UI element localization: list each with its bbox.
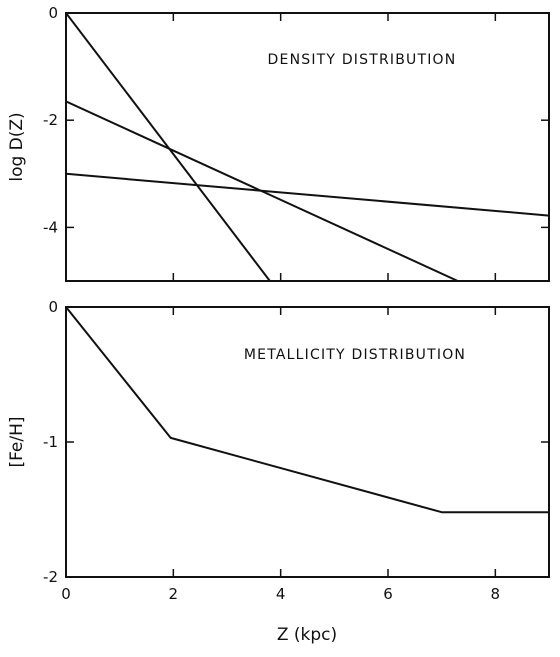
series-line-1: [66, 307, 549, 514]
x-tick-label: 4: [276, 585, 286, 603]
x-tick-label: 6: [383, 585, 393, 603]
x-axis-title: Z (kpc): [277, 625, 337, 645]
y-axis-title: log D(Z): [7, 112, 27, 181]
series-line-1: [66, 13, 271, 281]
x-tick-label: 8: [491, 585, 501, 603]
series-line-3: [66, 172, 549, 217]
panel-title: DENSITY DISTRIBUTION: [268, 52, 457, 68]
y-axis-title: [Fe/H]: [7, 416, 27, 467]
y-tick-label: -2: [43, 111, 58, 129]
panel-title: METALLICITY DISTRIBUTION: [244, 347, 466, 363]
y-tick-label: -2: [43, 568, 58, 586]
y-tick-label: 0: [48, 4, 58, 22]
x-tick-label: 2: [169, 585, 179, 603]
y-tick-label: -1: [43, 433, 58, 451]
plot-frame-1: [65, 12, 550, 282]
y-tick-label: 0: [48, 298, 58, 316]
y-tick-label: -4: [43, 218, 58, 236]
x-tick-label: 0: [61, 585, 71, 603]
